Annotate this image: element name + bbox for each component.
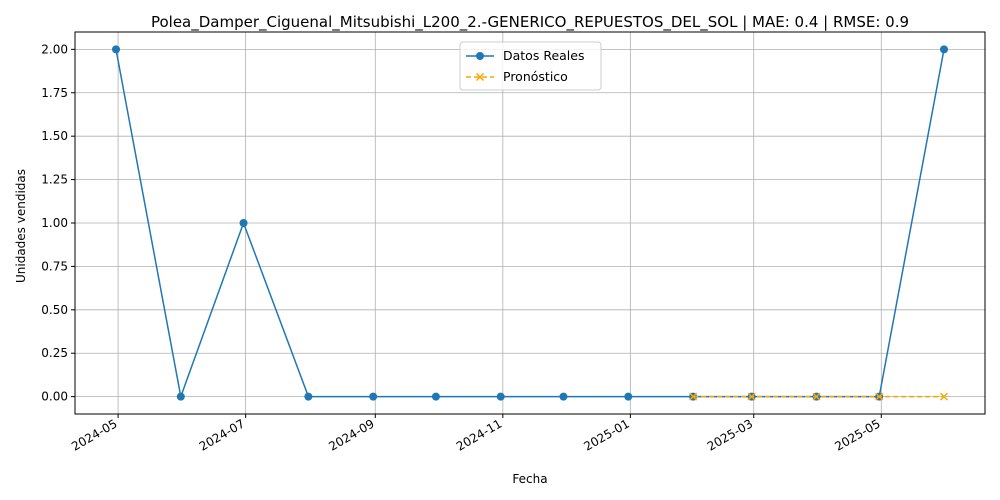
data-point [176,392,185,401]
forecast-point [812,392,821,401]
legend-label-datos-reales: Datos Reales [503,48,584,63]
y-tick-label: 1.50 [41,129,68,143]
chart-title: Polea_Damper_Ciguenal_Mitsubishi_L200_2.… [151,13,909,32]
data-point [304,392,313,401]
data-point [112,45,120,54]
data-point [369,392,378,401]
x-tick-label: 2025-01 [581,416,631,453]
legend-marker-pronostico [475,72,485,82]
forecast-point [875,392,884,401]
data-point [940,45,948,54]
data-point [239,219,248,227]
x-axis-label: Fecha [512,472,547,486]
legend-marker-datos-reales [476,52,484,60]
forecast-point [939,392,949,401]
forecast-point [747,392,756,401]
x-tick-label: 2024-07 [197,416,247,453]
x-axis-ticks: 2024-05 2024-07 2024-09 2024-11 2025-01 2025-… [69,414,883,454]
y-tick-label: 2.00 [41,42,68,56]
forecast-point [689,392,698,401]
y-tick-label: 0.50 [41,303,68,317]
data-point [496,392,505,401]
data-point [559,392,568,401]
legend-label-pronostico: Pronóstico [503,69,568,84]
x-tick-label: 2025-03 [705,416,755,453]
y-tick-label: 0.00 [41,390,68,404]
x-tick-label: 2025-05 [832,416,882,453]
y-axis-ticks: 0.00 0.25 0.50 0.75 1.00 1.25 1.50 1.75 2.00 [41,42,75,404]
y-tick-label: 0.75 [41,259,68,273]
y-axis-label: Unidades vendidas [14,169,28,283]
legend-box [459,41,602,91]
x-tick-label: 2024-11 [454,416,504,453]
y-tick-label: 1.75 [41,86,68,100]
data-point [624,392,633,401]
y-tick-label: 0.25 [41,346,68,360]
data-point [431,392,440,401]
x-tick-label: 2024-09 [326,416,376,453]
legend: Datos Reales Pronóstico [459,41,602,91]
series [112,45,949,401]
y-tick-label: 1.00 [41,216,68,230]
grid [75,32,985,414]
y-tick-label: 1.25 [41,173,68,187]
x-tick-label: 2024-05 [69,416,119,453]
